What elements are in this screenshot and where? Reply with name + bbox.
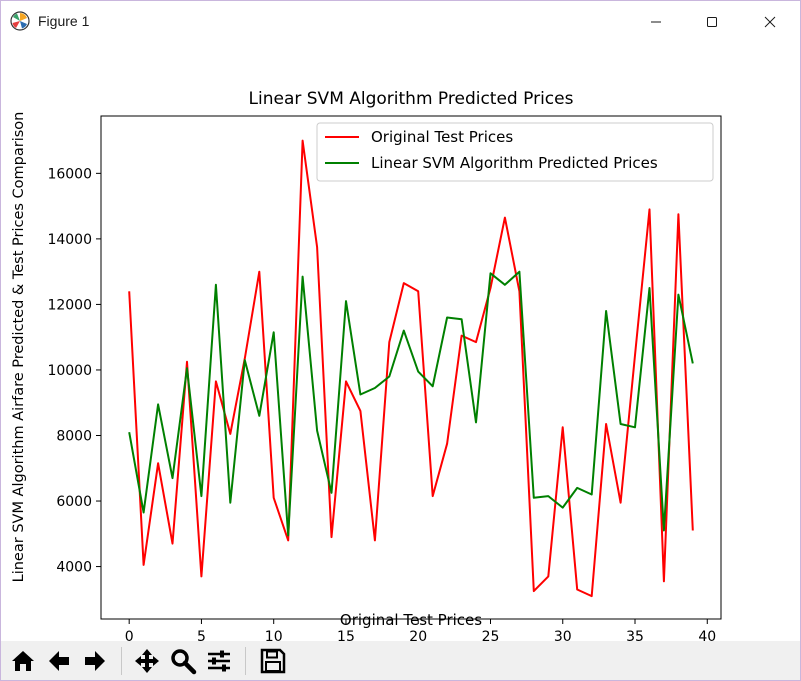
y-tick-label: 10000 [47,363,92,379]
legend-label-original: Original Test Prices [371,128,513,146]
x-tick-label: 10 [265,629,283,641]
y-tick-label: 6000 [56,494,92,510]
home-button[interactable] [7,645,39,677]
x-tick-label: 15 [337,629,355,641]
forward-button[interactable] [79,645,111,677]
pan-move-icon [135,649,159,673]
x-tick-label: 25 [482,629,500,641]
close-icon [764,16,776,28]
y-tick-label: 8000 [56,428,92,444]
x-tick-label: 35 [626,629,644,641]
x-tick-label: 20 [409,629,427,641]
x-tick-label: 5 [197,629,206,641]
legend: Original Test Prices Linear SVM Algorith… [316,122,714,182]
zoom-button[interactable] [167,645,199,677]
y-tick-label: 4000 [56,560,92,576]
window-title: Figure 1 [38,13,90,29]
toolbar-separator [121,647,122,675]
navigation-toolbar [1,641,800,680]
save-floppy-icon [260,648,286,674]
y-axis-label: Linear SVM Algorithm Airfare Predicted &… [11,112,27,583]
save-button[interactable] [257,645,289,677]
pan-button[interactable] [131,645,163,677]
home-icon [12,651,34,671]
x-tick-label: 0 [125,629,134,641]
y-tick-label: 14000 [47,232,92,248]
axes-frame [100,115,722,620]
legend-label-predicted: Linear SVM Algorithm Predicted Prices [371,154,658,172]
toolbar-separator [245,647,246,675]
zoom-magnifier-icon [171,649,197,675]
y-tick-label: 16000 [47,166,92,182]
x-axis-label: Original Test Prices [340,611,482,629]
y-tick-label: 12000 [47,297,92,313]
x-tick-label: 30 [554,629,572,641]
configure-subplots-button[interactable] [203,645,235,677]
title-bar: Figure 1 [1,1,800,43]
minimize-icon [651,21,661,23]
chart-title: Linear SVM Algorithm Predicted Prices [249,89,574,109]
back-arrow-icon [49,651,69,671]
minimize-button[interactable] [630,1,682,43]
plot-area [128,139,694,598]
series-line-original-test-prices [128,139,694,598]
matplotlib-logo-icon [10,11,30,31]
back-button[interactable] [43,645,75,677]
maximize-button[interactable] [686,1,738,43]
maximize-icon [707,17,717,27]
line-chart: Linear SVM Algorithm Predicted Prices 0 5… [11,89,722,645]
forward-arrow-icon [85,651,105,671]
figure-canvas[interactable]: Linear SVM Algorithm Predicted Prices 0 5… [1,43,800,645]
y-axis: 4000 6000 8000 10000 12000 14000 16000 [47,166,101,576]
configure-subplots-icon [208,650,230,672]
close-button[interactable] [744,1,796,43]
legend-box [316,122,714,182]
x-tick-label: 40 [698,629,716,641]
series-line-predicted-prices [128,270,694,537]
